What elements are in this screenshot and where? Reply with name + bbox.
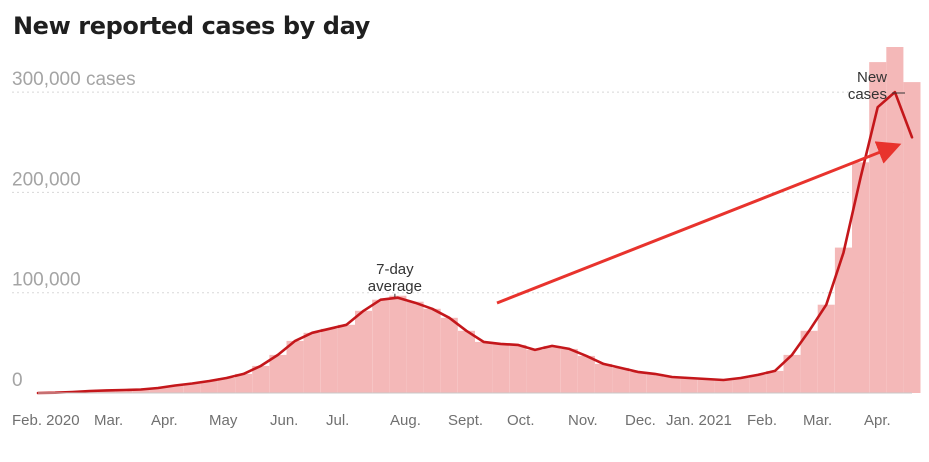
daily-case-bar — [440, 317, 458, 393]
average-line — [36, 90, 914, 395]
daily-case-bar — [646, 373, 664, 393]
daily-case-bar — [663, 377, 681, 393]
seven-day-average — [36, 90, 914, 395]
daily-case-bar — [372, 299, 390, 393]
average-annotation-label: 7-day — [376, 261, 414, 278]
daily-case-bar — [852, 162, 870, 393]
daily-case-bar — [337, 324, 355, 393]
daily-case-bar — [166, 385, 184, 393]
x-tick-label: Aug. — [390, 412, 421, 429]
daily-case-bars — [46, 47, 921, 393]
x-tick-label: Feb. — [747, 412, 777, 429]
daily-case-bar — [355, 310, 373, 393]
daily-case-bar — [560, 348, 578, 393]
axes: 0 100,000 200,000 300,000 cases Feb. 2020 Mar… — [12, 69, 912, 429]
x-tick-label: Apr. — [864, 412, 891, 429]
gridlines — [12, 91, 917, 294]
daily-case-bar — [492, 343, 510, 393]
daily-case-bar — [115, 390, 133, 393]
x-tick-label: Feb. 2020 — [12, 412, 80, 429]
daily-case-bar — [543, 345, 561, 393]
y-tick-label: 100,000 — [12, 270, 81, 291]
y-tick-label: 200,000 — [12, 169, 81, 190]
daily-case-bar — [320, 328, 338, 393]
x-tick-label: Oct. — [507, 412, 535, 429]
new-cases-annotation-label: New — [857, 69, 887, 86]
x-tick-label: Mar. — [803, 412, 832, 429]
daily-case-bar — [629, 371, 647, 393]
daily-case-bar — [680, 378, 698, 393]
daily-case-bar — [183, 383, 201, 393]
x-tick-label: May — [209, 412, 238, 429]
daily-case-bar — [132, 389, 150, 393]
x-tick-label: Jul. — [326, 412, 349, 429]
x-tick-label: Jan. 2021 — [666, 412, 732, 429]
x-tick-label: Mar. — [94, 412, 123, 429]
daily-case-bar — [475, 341, 493, 393]
daily-case-bar — [389, 295, 407, 393]
daily-case-bar — [98, 390, 116, 393]
daily-case-bar — [766, 370, 784, 393]
daily-case-bar — [800, 330, 818, 393]
daily-case-bar — [235, 373, 253, 393]
y-tick-label: 300,000 cases — [12, 69, 136, 90]
trend-arrow — [496, 141, 902, 305]
daily-case-bar — [817, 304, 835, 393]
daily-case-bar — [217, 378, 235, 393]
daily-case-bar — [200, 381, 218, 393]
daily-case-bar — [526, 349, 544, 393]
daily-case-bar — [749, 374, 767, 393]
x-tick-label: Dec. — [625, 412, 656, 429]
daily-case-bar — [732, 378, 750, 393]
chart-title: New reported cases by day — [13, 12, 370, 40]
x-tick-label: Apr. — [151, 412, 178, 429]
daily-case-bar — [903, 82, 921, 393]
daily-case-bar — [834, 247, 852, 393]
x-tick-label: Sept. — [448, 412, 483, 429]
daily-case-bar — [783, 354, 801, 393]
new-cases-annotation-label: cases — [848, 86, 887, 103]
average-annotation-label: average — [368, 278, 422, 295]
x-tick-label: Nov. — [568, 412, 598, 429]
daily-case-bar — [714, 380, 732, 393]
daily-case-bar — [509, 344, 527, 393]
daily-case-bar — [286, 340, 304, 393]
daily-case-bar — [457, 330, 475, 393]
daily-case-bar — [269, 354, 287, 393]
x-tick-label: Jun. — [270, 412, 298, 429]
daily-case-bar — [595, 363, 613, 393]
daily-case-bar — [697, 379, 715, 393]
daily-case-bar — [252, 365, 270, 393]
y-tick-label: 0 — [12, 370, 23, 391]
daily-case-bar — [886, 47, 904, 393]
daily-case-bar — [149, 388, 167, 393]
daily-case-bar — [406, 301, 424, 393]
daily-case-bar — [423, 308, 441, 393]
daily-case-bar — [612, 367, 630, 393]
daily-case-bar — [303, 332, 321, 393]
daily-case-bar — [577, 355, 595, 393]
